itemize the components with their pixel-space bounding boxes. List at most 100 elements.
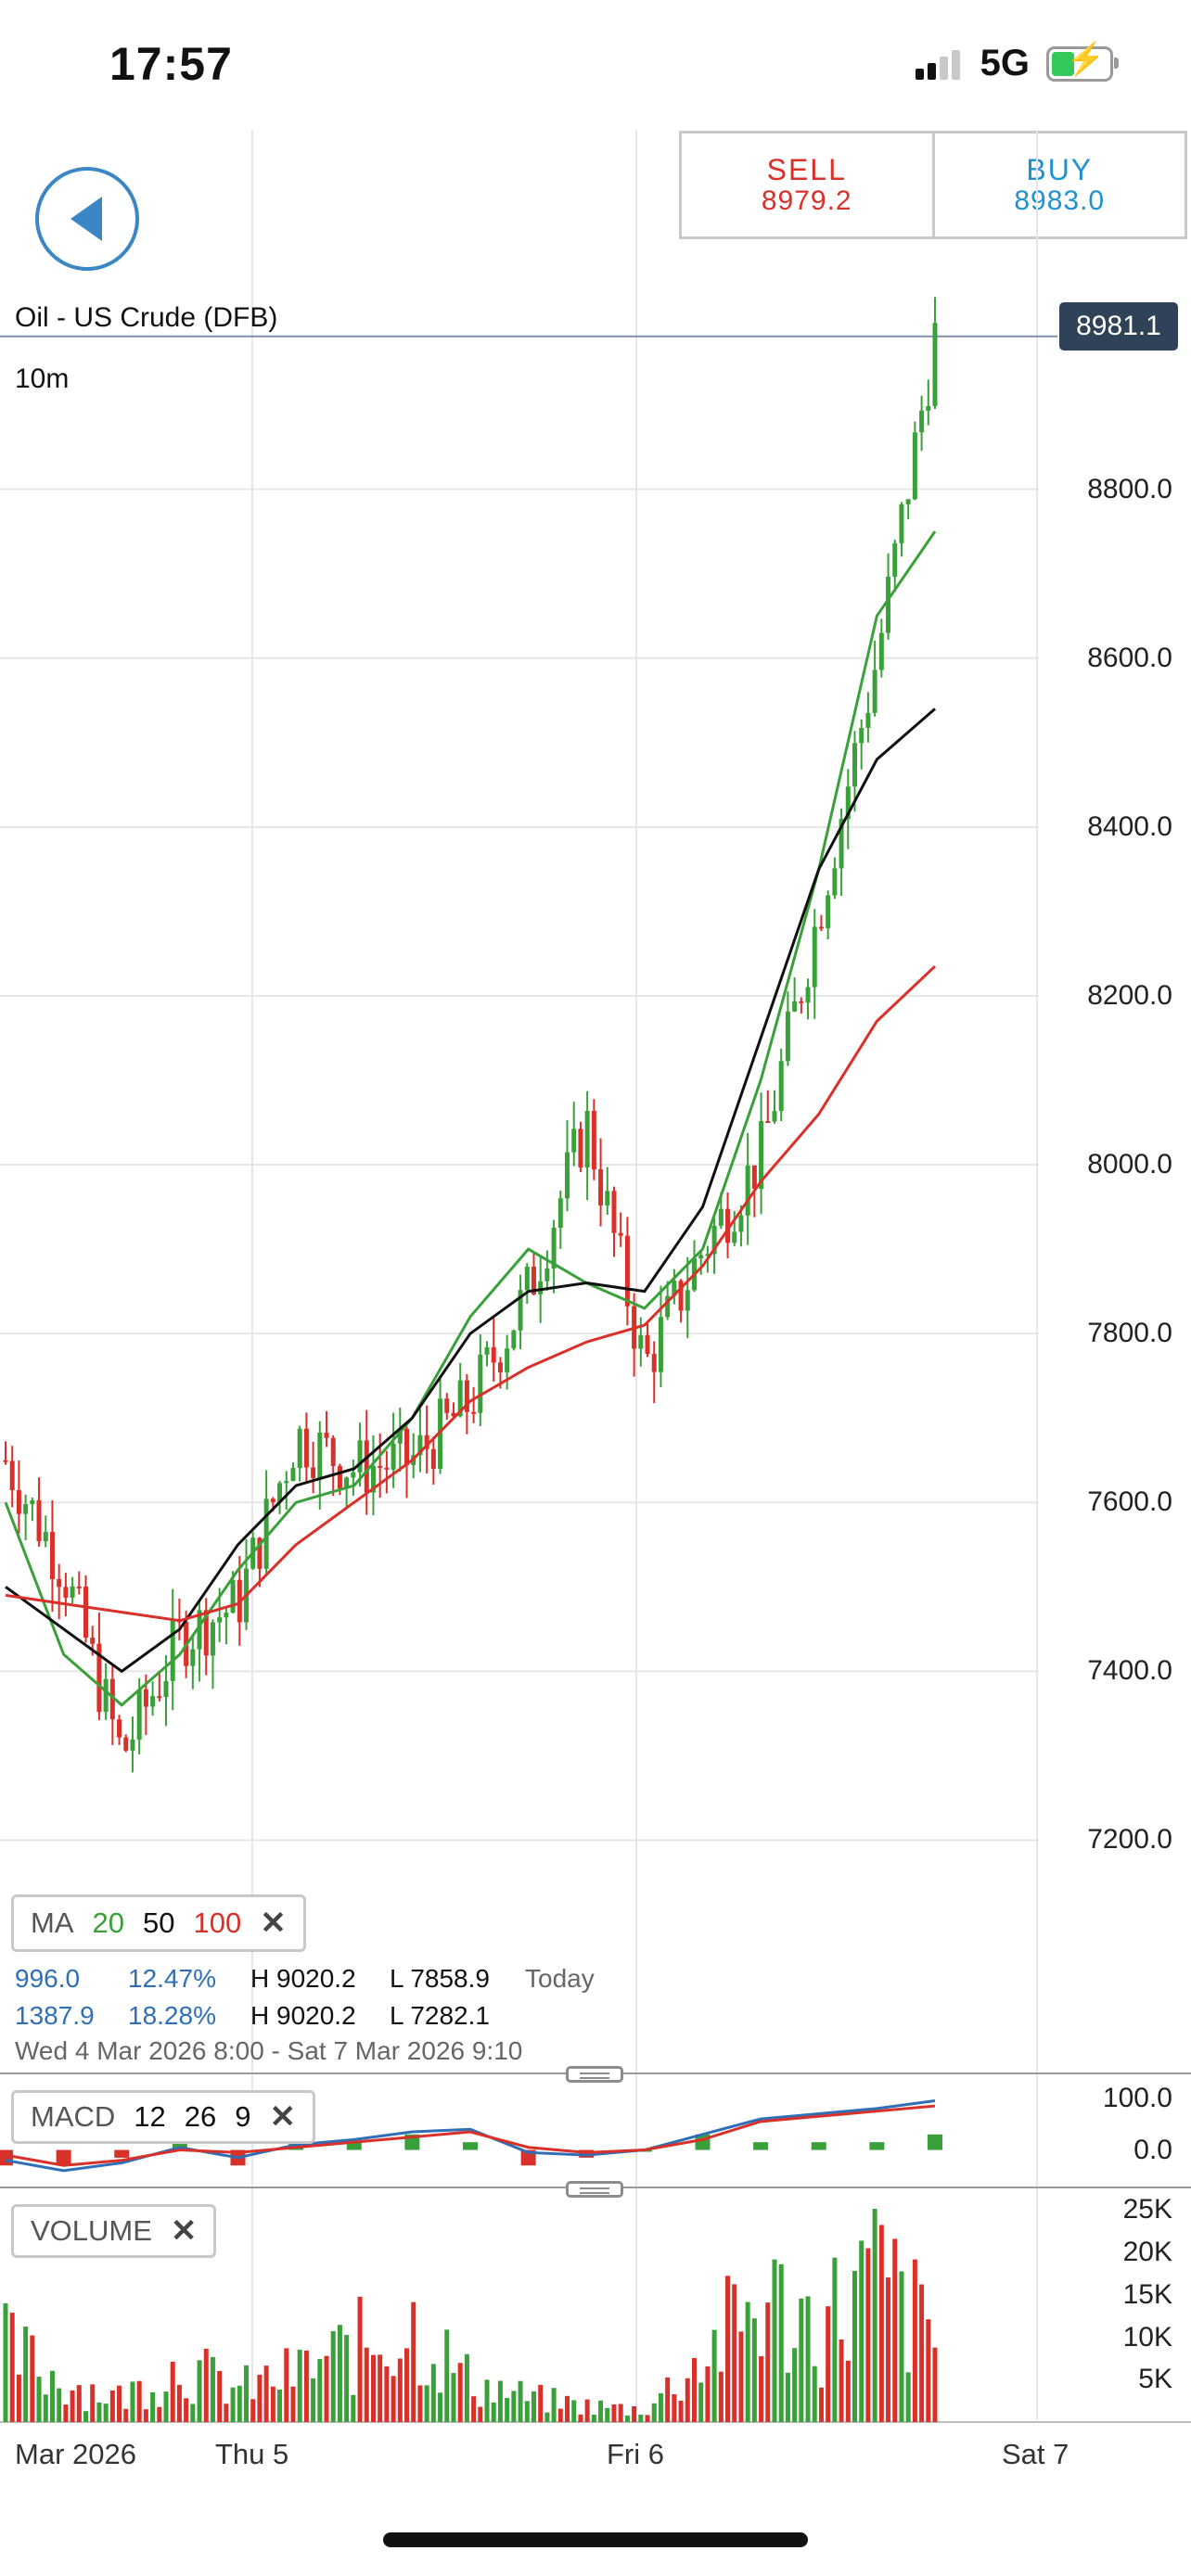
candle-body bbox=[872, 670, 877, 713]
candle-body bbox=[324, 1432, 329, 1438]
macd-histogram-bar bbox=[928, 2134, 942, 2150]
sell-price: 8979.2 bbox=[761, 185, 852, 216]
volume-bar bbox=[83, 2411, 89, 2422]
volume-bar bbox=[484, 2379, 490, 2422]
volume-pane-resize-handle[interactable] bbox=[566, 2181, 623, 2198]
volume-bar bbox=[812, 2366, 817, 2422]
volume-bar bbox=[691, 2357, 697, 2422]
candle-body bbox=[330, 1437, 336, 1466]
series-line-ma-50 bbox=[5, 708, 936, 1674]
volume-bar bbox=[839, 2339, 844, 2422]
candle-body bbox=[123, 1737, 129, 1751]
volume-bar bbox=[451, 2373, 456, 2422]
volume-bar bbox=[578, 2414, 583, 2422]
volume-tick-label: 15K bbox=[1122, 2278, 1172, 2310]
ma100-label: 100 bbox=[193, 1906, 242, 1939]
candle-body bbox=[197, 1610, 202, 1650]
volume-bar bbox=[351, 2394, 356, 2422]
macd-fast: 12 bbox=[134, 2100, 166, 2133]
candle-body bbox=[745, 1165, 750, 1216]
volume-tick-label: 20K bbox=[1122, 2237, 1172, 2268]
volume-bar bbox=[90, 2384, 96, 2422]
volume-bar bbox=[444, 2329, 450, 2422]
volume-bar bbox=[818, 2387, 824, 2422]
candle-body bbox=[818, 926, 824, 929]
candle-body bbox=[217, 1617, 223, 1623]
candle-body bbox=[812, 926, 817, 988]
volume-bar bbox=[3, 2302, 8, 2422]
volume-bar bbox=[618, 2404, 623, 2422]
volume-bar bbox=[899, 2271, 904, 2422]
volume-bar bbox=[184, 2398, 189, 2422]
volume-bar bbox=[799, 2298, 804, 2422]
volume-bar bbox=[497, 2380, 503, 2422]
candle-body bbox=[57, 1578, 62, 1588]
volume-bar bbox=[745, 2302, 750, 2422]
candle-body bbox=[364, 1440, 369, 1493]
candle-body bbox=[865, 712, 871, 729]
macd-signal: 9 bbox=[235, 2100, 251, 2133]
candle-body bbox=[511, 1330, 517, 1349]
candle-body bbox=[464, 1380, 469, 1412]
candle-body bbox=[878, 632, 884, 670]
candle-body bbox=[505, 1348, 510, 1372]
volume-bar bbox=[176, 2384, 182, 2422]
candle-body bbox=[36, 1499, 42, 1542]
volume-bar bbox=[778, 2264, 784, 2422]
volume-legend[interactable]: VOLUME ✕ bbox=[11, 2204, 217, 2258]
candle-body bbox=[210, 1622, 215, 1656]
sell-button[interactable]: SELL 8979.2 bbox=[682, 134, 935, 236]
close-ma-icon[interactable]: ✕ bbox=[260, 1906, 287, 1941]
back-button[interactable] bbox=[35, 167, 139, 271]
volume-bar bbox=[651, 2403, 657, 2422]
macd-histogram-bar bbox=[463, 2142, 478, 2150]
candle-body bbox=[578, 1129, 583, 1168]
volume-bar bbox=[765, 2302, 771, 2422]
volume-bar bbox=[63, 2404, 69, 2422]
volume-bar bbox=[645, 2415, 650, 2422]
y-tick-label: 8000.0 bbox=[1087, 1149, 1172, 1180]
home-indicator[interactable] bbox=[383, 2532, 808, 2547]
volume-bar bbox=[430, 2364, 436, 2422]
candle-body bbox=[23, 1504, 29, 1514]
date-range: Wed 4 Mar 2026 8:00 - Sat 7 Mar 2026 9:1… bbox=[15, 2036, 523, 2065]
macd-pane-resize-handle[interactable] bbox=[566, 2066, 623, 2083]
volume-bar bbox=[678, 2400, 684, 2422]
candle-body bbox=[892, 542, 898, 577]
ma-legend[interactable]: MA 20 50 100 ✕ bbox=[11, 1894, 306, 1952]
candle-body bbox=[103, 1678, 109, 1713]
candle-body bbox=[471, 1411, 477, 1414]
candle-body bbox=[618, 1232, 623, 1236]
volume-bar bbox=[457, 2363, 463, 2422]
close-volume-icon[interactable]: ✕ bbox=[170, 2213, 198, 2249]
candle-body bbox=[417, 1435, 423, 1456]
stat-high-today: H 9020.2 bbox=[250, 1964, 356, 1993]
candle-body bbox=[605, 1191, 610, 1205]
candle-body bbox=[531, 1267, 536, 1294]
candle-body bbox=[926, 405, 931, 411]
macd-legend[interactable]: MACD 12 26 9 ✕ bbox=[11, 2090, 315, 2144]
volume-bar bbox=[49, 2370, 55, 2422]
volume-bar bbox=[217, 2370, 223, 2422]
volume-bar bbox=[738, 2331, 744, 2422]
candle-body bbox=[303, 1428, 309, 1468]
volume-bar bbox=[878, 2225, 884, 2422]
volume-bar bbox=[364, 2347, 369, 2422]
volume-bar bbox=[531, 2391, 536, 2422]
volume-bar bbox=[70, 2390, 75, 2422]
candle-body bbox=[357, 1440, 363, 1473]
volume-bar bbox=[257, 2374, 263, 2422]
close-macd-icon[interactable]: ✕ bbox=[269, 2099, 297, 2135]
volume-bar bbox=[471, 2396, 477, 2422]
candle-body bbox=[270, 1498, 275, 1502]
candle-body bbox=[852, 743, 857, 787]
volume-bar bbox=[30, 2335, 35, 2422]
y-tick-label: 8800.0 bbox=[1087, 473, 1172, 504]
candle-body bbox=[518, 1290, 523, 1331]
series-line-ma-100 bbox=[5, 964, 937, 1623]
volume-bar bbox=[464, 2353, 469, 2422]
volume-bar bbox=[370, 2354, 376, 2422]
volume-bar bbox=[384, 2366, 390, 2422]
timeframe-label[interactable]: 10m bbox=[15, 363, 70, 394]
